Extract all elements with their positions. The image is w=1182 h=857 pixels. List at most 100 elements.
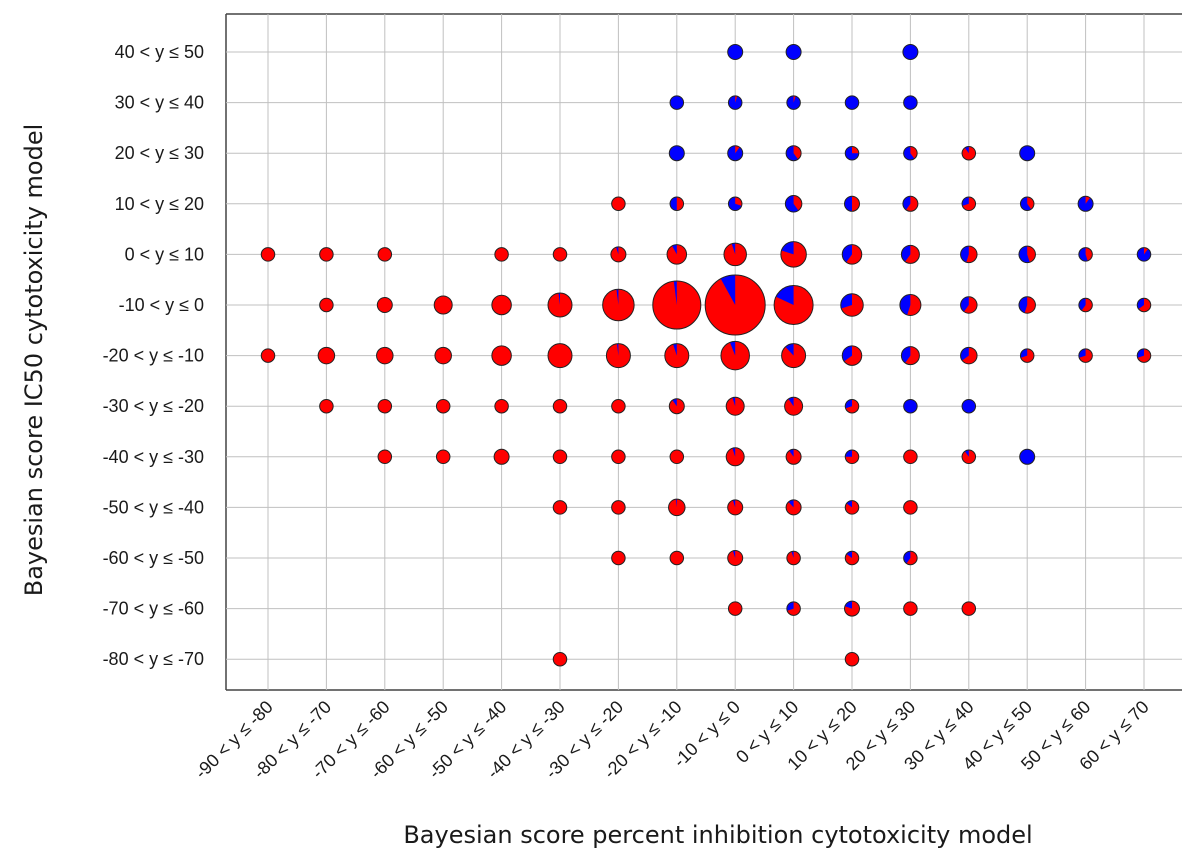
pie-marker <box>552 500 568 515</box>
pie-marker <box>844 500 860 515</box>
pie-outline <box>960 346 978 365</box>
pie-slice-red <box>727 601 743 616</box>
pie-marker <box>844 398 860 414</box>
pie-slice-red <box>435 449 451 465</box>
pie-marker <box>903 601 918 616</box>
pie-marker <box>610 246 627 263</box>
pie-slice-blue <box>901 346 911 363</box>
pie-slice-blue <box>672 244 677 255</box>
pie-outline <box>785 145 802 162</box>
pie-slice-red <box>844 651 860 667</box>
pie-marker <box>725 447 745 467</box>
pie-marker <box>1019 448 1036 465</box>
pie-slice-red <box>669 449 685 465</box>
pie-marker <box>669 95 685 110</box>
pie-marker <box>841 244 863 265</box>
pie-slice-blue <box>844 95 860 110</box>
pie-marker <box>435 449 451 465</box>
pie-marker <box>260 247 276 262</box>
pie-marker <box>961 601 977 616</box>
pie-marker <box>552 651 568 667</box>
pie-outline <box>844 550 860 566</box>
pie-slice-blue <box>732 550 736 558</box>
pie-slice-red <box>903 500 918 515</box>
pie-marker <box>1019 196 1035 212</box>
pie-marker <box>319 398 334 414</box>
pie-slice-blue <box>962 197 969 206</box>
pie-slice-blue <box>1019 448 1036 465</box>
pie-marker <box>260 348 276 363</box>
pie-slice-blue <box>1078 348 1086 358</box>
pie-slice-blue <box>845 146 859 160</box>
pie-outline <box>725 447 745 467</box>
pie-outline <box>844 195 860 212</box>
pie-outline <box>900 244 920 264</box>
pie-marker <box>611 500 626 515</box>
pie-marker <box>902 195 919 212</box>
pie-marker <box>1077 195 1094 212</box>
pie-marker <box>961 398 977 414</box>
pie-slice-blue <box>786 601 794 611</box>
pie-slice-blue <box>785 44 802 60</box>
pie-slice-red <box>319 398 334 414</box>
pie-outline <box>727 95 743 110</box>
pie-marker <box>900 346 920 366</box>
pie-outline <box>1018 245 1036 264</box>
pie-slice-red <box>319 247 334 262</box>
pie-marker <box>1136 297 1152 313</box>
pie-slice-red <box>611 500 626 515</box>
pie-marker <box>1136 348 1152 363</box>
y-tick-label: -10 < y ≤ 0 <box>119 295 204 315</box>
pie-outline <box>668 498 686 517</box>
pie-marker <box>723 242 747 267</box>
pie-slice-blue <box>1020 348 1028 358</box>
pie-outline <box>899 294 922 316</box>
pie-marker <box>547 292 573 318</box>
pie-slice-red <box>494 398 509 414</box>
pie-marker <box>377 398 393 414</box>
pie-marker <box>602 288 635 322</box>
pie-outline <box>668 398 685 415</box>
pie-marker <box>725 396 745 416</box>
pie-marker <box>547 343 573 369</box>
pie-marker <box>781 343 807 369</box>
pie-slice-blue <box>558 292 560 305</box>
pie-outline <box>786 550 801 566</box>
pie-marker <box>317 346 336 365</box>
pie-slice-blue <box>960 246 969 263</box>
pie-marker <box>844 449 860 465</box>
pie-slice-red <box>786 499 802 515</box>
pie-marker <box>611 449 626 465</box>
pie-slice-blue <box>964 146 969 154</box>
pie-marker <box>844 145 860 161</box>
pie-slice-blue <box>672 398 677 407</box>
pie-slice-blue <box>844 601 852 609</box>
pie-slice-red <box>552 500 568 515</box>
pie-outline <box>1136 297 1152 313</box>
pie-slice-blue <box>845 399 852 409</box>
pie-outline <box>725 396 745 416</box>
pie-slice-red <box>491 294 512 316</box>
pie-marker <box>704 274 766 336</box>
pie-outline <box>727 196 743 212</box>
pie-marker <box>434 346 452 365</box>
y-axis-title: Bayesian score IC50 cytotoxicity model <box>20 124 48 597</box>
pie-marker <box>903 95 918 110</box>
pie-outline <box>844 145 860 161</box>
pie-outline <box>1136 348 1152 363</box>
pie-marker <box>841 345 863 366</box>
pie-outline <box>727 550 744 566</box>
pie-slice-red <box>552 651 568 667</box>
pie-outline <box>720 340 750 371</box>
pie-marker <box>961 196 977 212</box>
pie-slice-red <box>491 345 512 366</box>
pie-marker <box>784 195 803 213</box>
pie-slice-blue <box>1018 246 1030 263</box>
pie-outline <box>961 196 977 212</box>
pie-outline <box>669 196 685 212</box>
pie-slice-red <box>611 398 626 414</box>
pie-outline <box>960 296 978 314</box>
pie-slice-blue <box>785 195 799 213</box>
pie-marker <box>785 448 802 465</box>
pie-marker <box>727 601 743 616</box>
